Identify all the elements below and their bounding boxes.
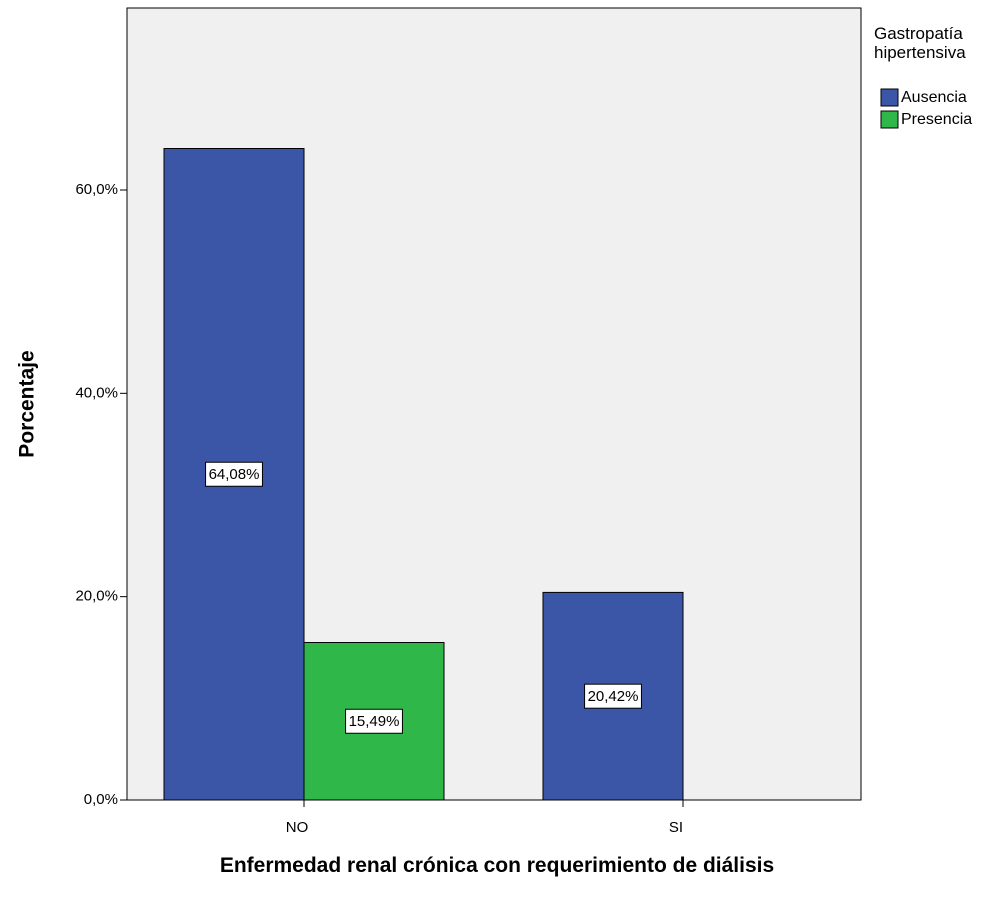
value-label: 15,49% xyxy=(349,713,400,730)
value-label: 64,08% xyxy=(209,466,260,483)
value-label-box xyxy=(584,683,642,709)
y-tick-label: 40,0% xyxy=(75,384,118,401)
y-tick-label: 0,0% xyxy=(84,791,118,808)
value-label: 20,42% xyxy=(588,688,639,705)
y-axis-title: Porcentaje xyxy=(16,350,39,457)
y-tick-label: 20,0% xyxy=(75,588,118,605)
value-label-box xyxy=(205,461,263,487)
x-tick-label: NO xyxy=(286,819,309,836)
legend-title: Gastropatía hipertensiva xyxy=(874,24,966,62)
legend-label: Ausencia xyxy=(901,89,967,106)
y-tick-label: 60,0% xyxy=(75,181,118,198)
x-tick-label: SI xyxy=(669,819,683,836)
legend-swatch xyxy=(880,110,899,129)
x-axis-title: Enfermedad renal crónica con requerimien… xyxy=(219,854,775,877)
legend-label: Presencia xyxy=(901,111,972,128)
value-label-box xyxy=(345,708,403,734)
legend-swatch xyxy=(880,88,899,107)
